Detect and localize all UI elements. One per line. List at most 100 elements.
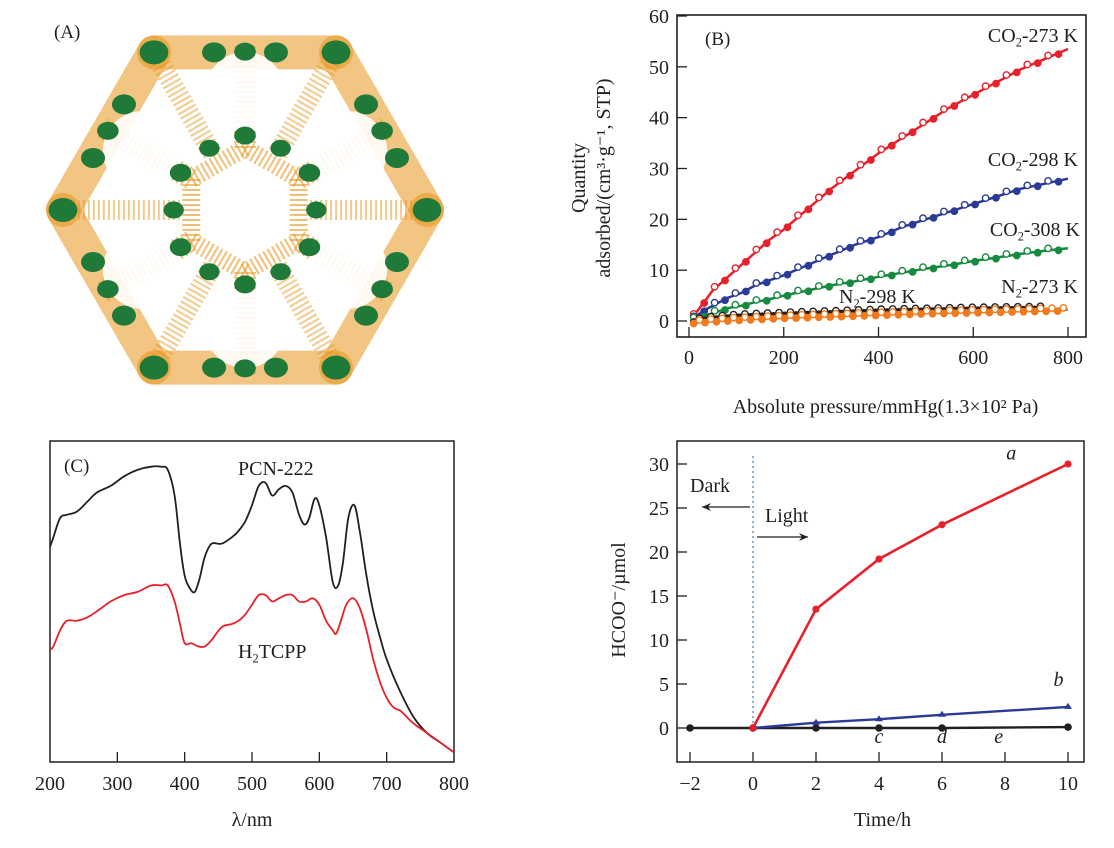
x-tick-label: 400 xyxy=(170,773,200,795)
x-tick-label: 500 xyxy=(237,773,267,795)
data-point xyxy=(871,311,880,320)
data-point xyxy=(950,102,959,110)
data-point xyxy=(773,228,781,237)
data-point xyxy=(1033,59,1042,67)
data-point xyxy=(974,308,982,317)
data-point xyxy=(1042,307,1051,316)
data-point xyxy=(814,313,823,322)
data-point xyxy=(712,317,721,326)
y-tick-label: 15 xyxy=(649,586,669,608)
data-point xyxy=(905,310,914,319)
data-point xyxy=(991,305,999,314)
data-point xyxy=(835,277,844,286)
data-point xyxy=(752,245,761,254)
data-point xyxy=(849,312,857,321)
data-point xyxy=(780,314,789,323)
data-point xyxy=(894,310,903,319)
y-tick-label: 20 xyxy=(649,542,669,564)
data-point xyxy=(723,317,732,325)
x-tick-label: 200 xyxy=(769,347,799,369)
data-point xyxy=(846,171,854,180)
data-point xyxy=(1002,250,1011,258)
data-point xyxy=(908,220,917,229)
hexagonal-pore xyxy=(102,229,183,309)
data-point xyxy=(826,313,835,321)
data-point xyxy=(794,211,802,220)
data-point xyxy=(1044,51,1053,60)
plot-frame xyxy=(676,14,1087,338)
data-point xyxy=(731,264,740,272)
y-tick-label: 5 xyxy=(659,674,669,696)
zr-cluster-node xyxy=(371,121,393,140)
y-tick-label: 0 xyxy=(659,311,669,333)
data-point xyxy=(1064,460,1072,468)
data-point xyxy=(877,270,886,279)
data-point xyxy=(968,305,977,314)
data-point xyxy=(908,267,917,276)
data-point xyxy=(794,263,802,271)
data-point xyxy=(929,115,938,123)
panel-d-chart: 0 5 10 15 20 25 30 −2 0 2 4 6 8 10 Time/h HCOO⁻/µmol Dar… xyxy=(608,440,1085,831)
zr-cluster-node xyxy=(111,94,136,115)
linker-band xyxy=(186,140,250,187)
zr-cluster-node xyxy=(97,280,119,299)
data-point xyxy=(960,200,969,209)
x-axis-label: Time/h xyxy=(854,809,911,831)
data-point xyxy=(940,207,948,216)
data-point xyxy=(746,315,755,324)
data-point xyxy=(992,79,1000,88)
zr-cluster-node xyxy=(199,139,220,157)
data-point xyxy=(752,296,761,304)
data-point xyxy=(887,228,896,237)
data-point xyxy=(938,710,946,717)
data-point xyxy=(875,724,883,732)
x-tick-label: 300 xyxy=(102,773,132,795)
data-point xyxy=(835,176,844,185)
data-point xyxy=(812,724,820,732)
zr-cluster-node xyxy=(81,147,106,168)
y-tick-label: 30 xyxy=(649,159,669,181)
data-point xyxy=(875,715,883,722)
x-tick-label: −2 xyxy=(679,773,700,795)
zr-cluster-node xyxy=(202,42,227,63)
panel-b-label: (B) xyxy=(705,29,730,50)
data-point xyxy=(867,236,875,245)
data-point xyxy=(721,276,729,285)
data-point xyxy=(735,316,744,325)
zr-cluster-node xyxy=(48,198,78,222)
data-point xyxy=(846,279,854,288)
zr-cluster-node xyxy=(306,201,327,219)
linker-band xyxy=(186,233,250,280)
zr-cluster-node xyxy=(81,252,106,273)
data-point xyxy=(1023,181,1032,190)
zr-cluster-node xyxy=(371,280,393,299)
data-point xyxy=(928,309,937,318)
zr-cluster-node xyxy=(97,121,119,140)
series-label-h2tcpp: H2TCPP xyxy=(238,641,306,665)
zr-cluster-node xyxy=(354,305,379,326)
data-point xyxy=(960,93,969,102)
x-tick-label: 0 xyxy=(684,347,694,369)
x-tick-label: 600 xyxy=(304,773,334,795)
data-point xyxy=(908,128,917,137)
zr-cluster-node xyxy=(354,94,379,115)
zr-cluster-node xyxy=(298,238,321,257)
data-point xyxy=(887,271,896,280)
data-point xyxy=(710,306,719,315)
zr-cluster-node xyxy=(270,139,291,157)
data-point xyxy=(803,313,812,322)
zr-cluster-node xyxy=(321,355,351,380)
data-point xyxy=(992,193,1000,202)
plot-frame xyxy=(676,440,1085,763)
y-tick-label: 60 xyxy=(649,6,669,28)
zr-cluster-node xyxy=(321,40,351,65)
data-point xyxy=(877,145,886,154)
data-point xyxy=(919,214,927,223)
zr-cluster-node xyxy=(234,42,256,61)
data-point xyxy=(992,254,1000,263)
data-point xyxy=(877,229,886,238)
series-label: N2-273 K xyxy=(1001,276,1078,300)
y-tick-label: 50 xyxy=(649,57,669,79)
x-tick-label: 8 xyxy=(1000,773,1010,795)
